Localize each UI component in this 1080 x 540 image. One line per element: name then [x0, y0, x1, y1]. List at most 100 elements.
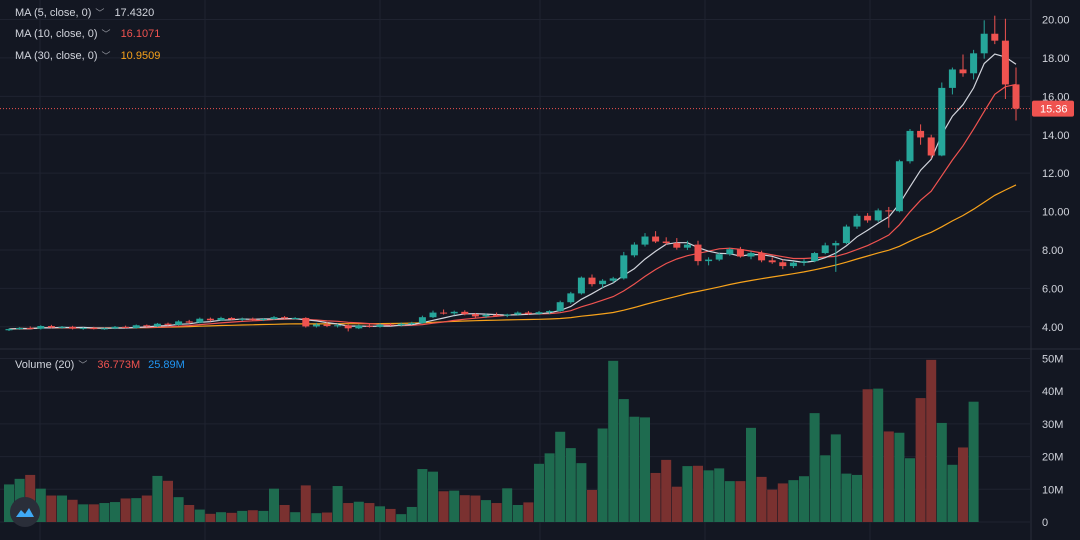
logo-icon[interactable] [10, 497, 40, 527]
candle-body [132, 325, 140, 328]
candle-body [79, 327, 87, 329]
candle-body [599, 280, 607, 285]
candle-body [461, 311, 469, 315]
volume-bar [459, 495, 470, 522]
candle-body [715, 254, 723, 260]
volume-bar [120, 498, 131, 522]
candle-body [991, 33, 999, 41]
candle-body [47, 326, 55, 328]
price-tick-label: 20.00 [1042, 15, 1070, 27]
chevron-down-icon[interactable]: ﹀ [95, 8, 105, 18]
ma5-legend[interactable]: MA (5, close, 0) ﹀ 17.4320 [15, 6, 154, 19]
candle-body [832, 243, 840, 246]
volume-bar [682, 466, 693, 522]
candle-body [842, 226, 850, 244]
volume-bar [57, 495, 67, 522]
candle-body [281, 317, 289, 319]
volume-bar [322, 512, 332, 522]
volume-tick-label: 40M [1042, 386, 1063, 398]
candle-body [747, 253, 755, 257]
volume-bar [693, 465, 703, 522]
volume-bar [110, 502, 120, 522]
candle-body [344, 325, 352, 329]
volume-bar [78, 504, 89, 522]
volume-bar [735, 481, 746, 522]
candle-body [440, 312, 448, 314]
candle-body [365, 325, 373, 327]
volume-value-2: 25.89M [148, 358, 185, 371]
volume-bar [724, 481, 735, 522]
volume-bar [523, 502, 534, 522]
candle-body [970, 53, 978, 74]
volume-bar [820, 455, 831, 522]
volume-bar [852, 474, 862, 522]
candle-body [620, 255, 628, 279]
volume-bar [99, 503, 110, 522]
volume-bar [629, 416, 640, 522]
candle-body [312, 324, 320, 327]
volume-bar [311, 513, 322, 522]
candle-body [1001, 40, 1009, 85]
volume-bar [35, 488, 46, 522]
candle-body [588, 277, 596, 285]
candle-body [705, 259, 713, 262]
candle-body [111, 326, 119, 329]
volume-bar [438, 491, 449, 522]
candle-body [736, 249, 744, 257]
candle-body [238, 318, 246, 320]
ma30-line [8, 184, 1017, 330]
chevron-down-icon[interactable]: ﹀ [101, 51, 111, 61]
ma5-line [8, 53, 1017, 330]
candle-body [206, 318, 214, 321]
candle-body [217, 317, 225, 321]
volume-bar [216, 512, 226, 522]
volume-legend[interactable]: Volume (20) ﹀ 36.773M 25.89M [15, 358, 185, 371]
candle-body [673, 243, 681, 248]
candle-body [768, 260, 776, 263]
volume-bar [481, 500, 491, 522]
candle-body [895, 161, 903, 212]
candlestick-layer [5, 15, 1020, 332]
volume-bar [968, 401, 979, 522]
candle-body [683, 244, 691, 248]
volume-label: Volume (20) [15, 358, 75, 371]
ma10-legend[interactable]: MA (10, close, 0) ﹀ 16.1071 [15, 27, 160, 40]
candle-body [917, 130, 925, 138]
volume-bar [618, 399, 629, 522]
ma5-label: MA (5, close, 0) [15, 6, 92, 19]
candle-body [376, 324, 384, 327]
candle-body [90, 327, 98, 330]
candle-body [800, 261, 808, 263]
volume-bar [470, 495, 481, 522]
candle-body [429, 312, 437, 318]
candle-body [758, 253, 766, 261]
volume-bar [883, 431, 894, 522]
volume-bar [205, 513, 216, 522]
price-tick-label: 16.00 [1042, 91, 1070, 103]
volume-bar [947, 464, 958, 522]
volume-bar [809, 413, 820, 522]
volume-bar [756, 476, 767, 522]
volume-bar [300, 485, 311, 522]
candle-body [556, 302, 564, 312]
ma10-value: 16.1071 [120, 27, 161, 40]
candle-body [694, 244, 702, 262]
candle-body [874, 210, 882, 221]
chevron-down-icon[interactable]: ﹀ [78, 360, 88, 370]
candle-body [397, 323, 405, 326]
volume-bar [915, 398, 926, 522]
candle-body [493, 314, 501, 316]
last-price-label: 15.36 [1040, 104, 1068, 116]
ma30-label: MA (30, close, 0) [15, 49, 98, 62]
candle-body [609, 278, 617, 281]
chevron-down-icon[interactable]: ﹀ [101, 29, 111, 39]
price-axis-layer: 4.00 6.00 8.00 10.00 12.00 14.00 16.00 18.00 20.… [1032, 15, 1074, 529]
candle-body [249, 318, 257, 320]
volume-bar [428, 471, 438, 522]
candle-body [853, 215, 861, 227]
candle-body [789, 262, 797, 267]
volume-bar [141, 495, 152, 522]
ma30-legend[interactable]: MA (30, close, 0) ﹀ 10.9509 [15, 49, 160, 62]
volume-bar [703, 470, 714, 522]
